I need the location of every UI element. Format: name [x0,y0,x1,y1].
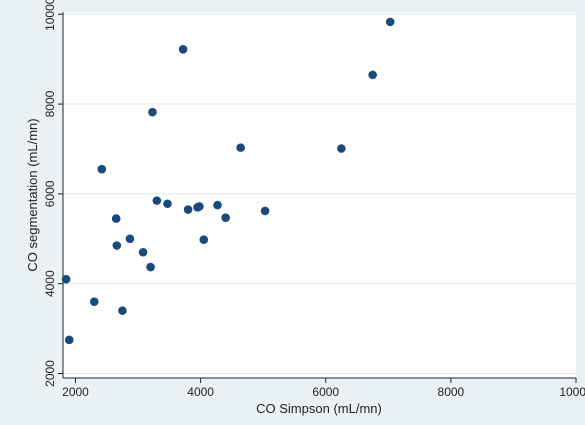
y-tick-label: 10000 [43,0,57,31]
y-tick-label: 6000 [43,180,57,207]
x-tick-label: 2000 [62,385,89,399]
y-tick-label: 2000 [43,360,57,387]
grid-lines [63,13,576,375]
plot-area [63,12,576,378]
data-point [138,247,148,257]
x-axis-title: CO Simpson (mL/mn) [256,401,382,416]
data-point [112,241,122,250]
data-point [337,144,346,153]
data-point [163,199,172,209]
data-point [178,44,188,54]
data-point [221,213,230,222]
data-point [64,335,74,345]
data-point [385,17,395,27]
data-point [213,200,222,210]
axes [62,12,576,379]
x-tick-label: 8000 [438,385,465,399]
data-point [125,234,135,244]
data-point [148,107,157,117]
axis-ticks: 2000 4000 6000 8000 10000 2000 4000 6000 8000 100… [43,0,585,399]
data-point [183,205,193,214]
data-point [61,274,71,284]
x-tick-label: 4000 [187,385,214,399]
data-point [89,297,99,306]
data-point [152,196,162,205]
x-tick-label: 10000 [559,385,585,399]
data-point [236,143,245,152]
y-axis-title: CO segmentation (mL/mn) [25,118,40,271]
data-point [118,306,127,315]
data-point [97,164,107,174]
data-point [368,70,377,80]
data-point [146,262,155,272]
data-point [111,214,121,223]
data-points [61,17,395,345]
x-tick-label: 6000 [312,385,339,399]
data-point [199,235,209,244]
data-point [195,202,204,211]
y-tick-label: 8000 [43,90,57,117]
y-tick-label: 4000 [43,270,57,297]
data-point [260,206,270,216]
